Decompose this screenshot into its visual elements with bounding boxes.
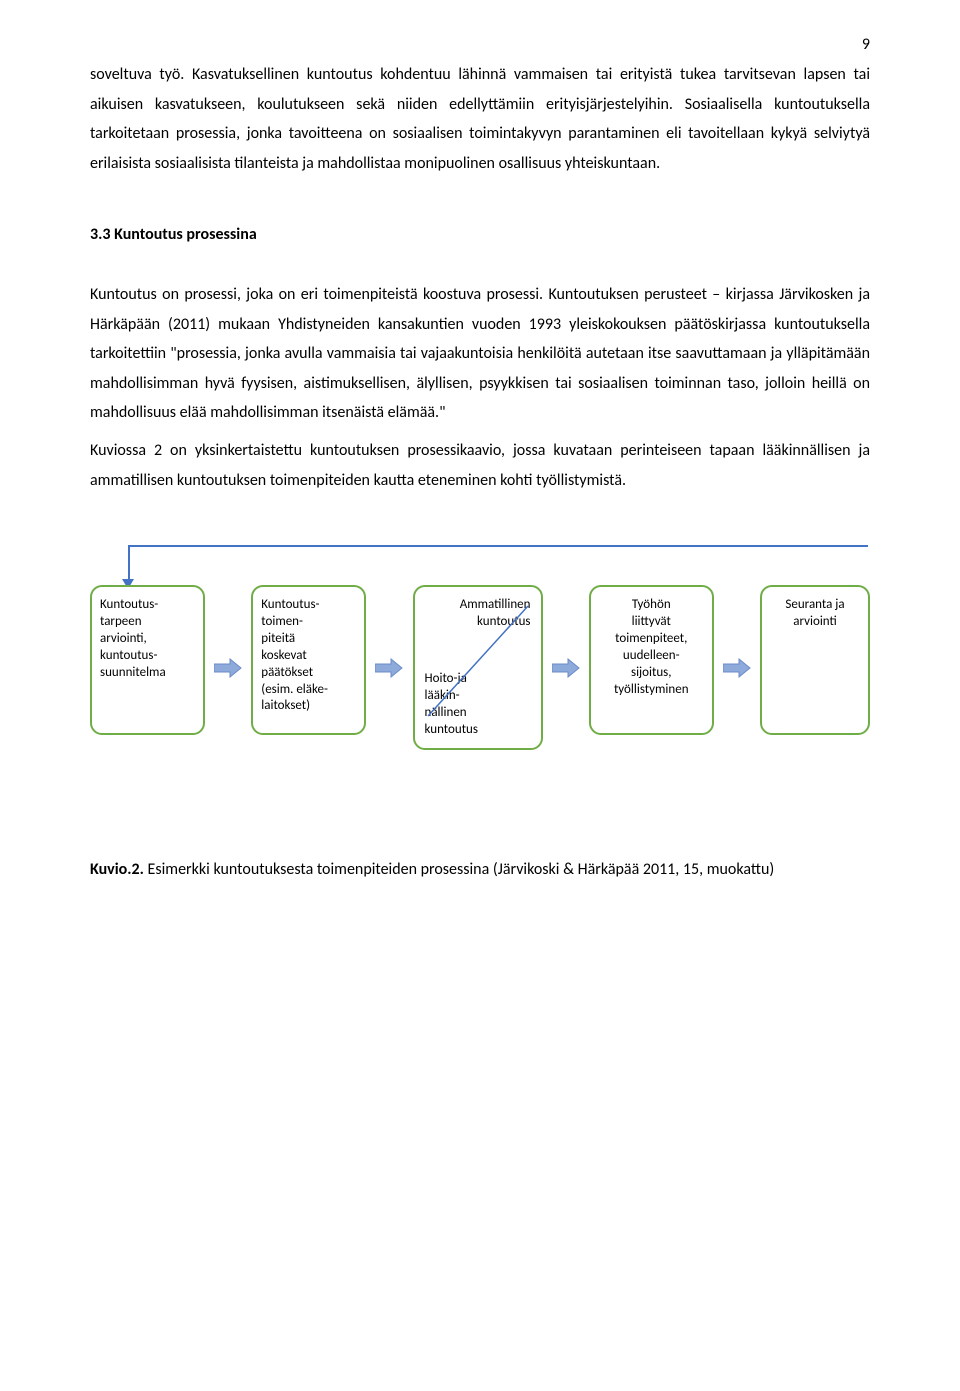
flow-arrow [552,658,580,678]
flow-arrow [723,658,751,678]
page-number: 9 [862,30,870,60]
arrow-right-icon [723,658,751,678]
arrow-right-icon [375,658,403,678]
flowchart-row: Kuntoutus-tarpeenarviointi,kuntoutus-suu… [90,585,870,750]
flow-arrow [214,658,242,678]
flow-node-1: Kuntoutus-tarpeenarviointi,kuntoutus-suu… [90,585,205,735]
flow-node-3-top-label: Ammatillinenkuntoutus [421,597,535,631]
flow-node-3: Ammatillinenkuntoutus Hoito-jalääkin-näl… [413,585,543,750]
caption-text: Esimerkki kuntoutuksesta toimenpiteiden … [144,860,774,879]
body-paragraph-1: soveltuva työ. Kasvatuksellinen kuntoutu… [90,60,870,178]
flow-node-4: Työhönliittyvättoimenpiteet,uudelleen-si… [589,585,714,735]
flow-node-2: Kuntoutus-toimen-piteitäkoskevatpäätökse… [251,585,366,735]
flowchart: Kuntoutus-tarpeenarviointi,kuntoutus-suu… [90,545,870,815]
caption-label: Kuvio.2. [90,860,144,879]
arrow-right-icon [214,658,242,678]
feedback-line [128,545,868,587]
arrow-right-icon [552,658,580,678]
body-paragraph-2: Kuntoutus on prosessi, joka on eri toime… [90,280,870,428]
figure-caption: Kuvio.2. Esimerkki kuntoutuksesta toimen… [90,855,870,885]
section-heading: 3.3 Kuntoutus prosessina [90,220,870,250]
body-paragraph-3: Kuviossa 2 on yksinkertaistettu kuntoutu… [90,436,870,495]
flow-node-5: Seuranta jaarviointi [760,585,870,735]
flow-node-3-bottom-label: Hoito-jalääkin-nällinenkuntoutus [421,671,535,739]
flow-arrow [375,658,403,678]
